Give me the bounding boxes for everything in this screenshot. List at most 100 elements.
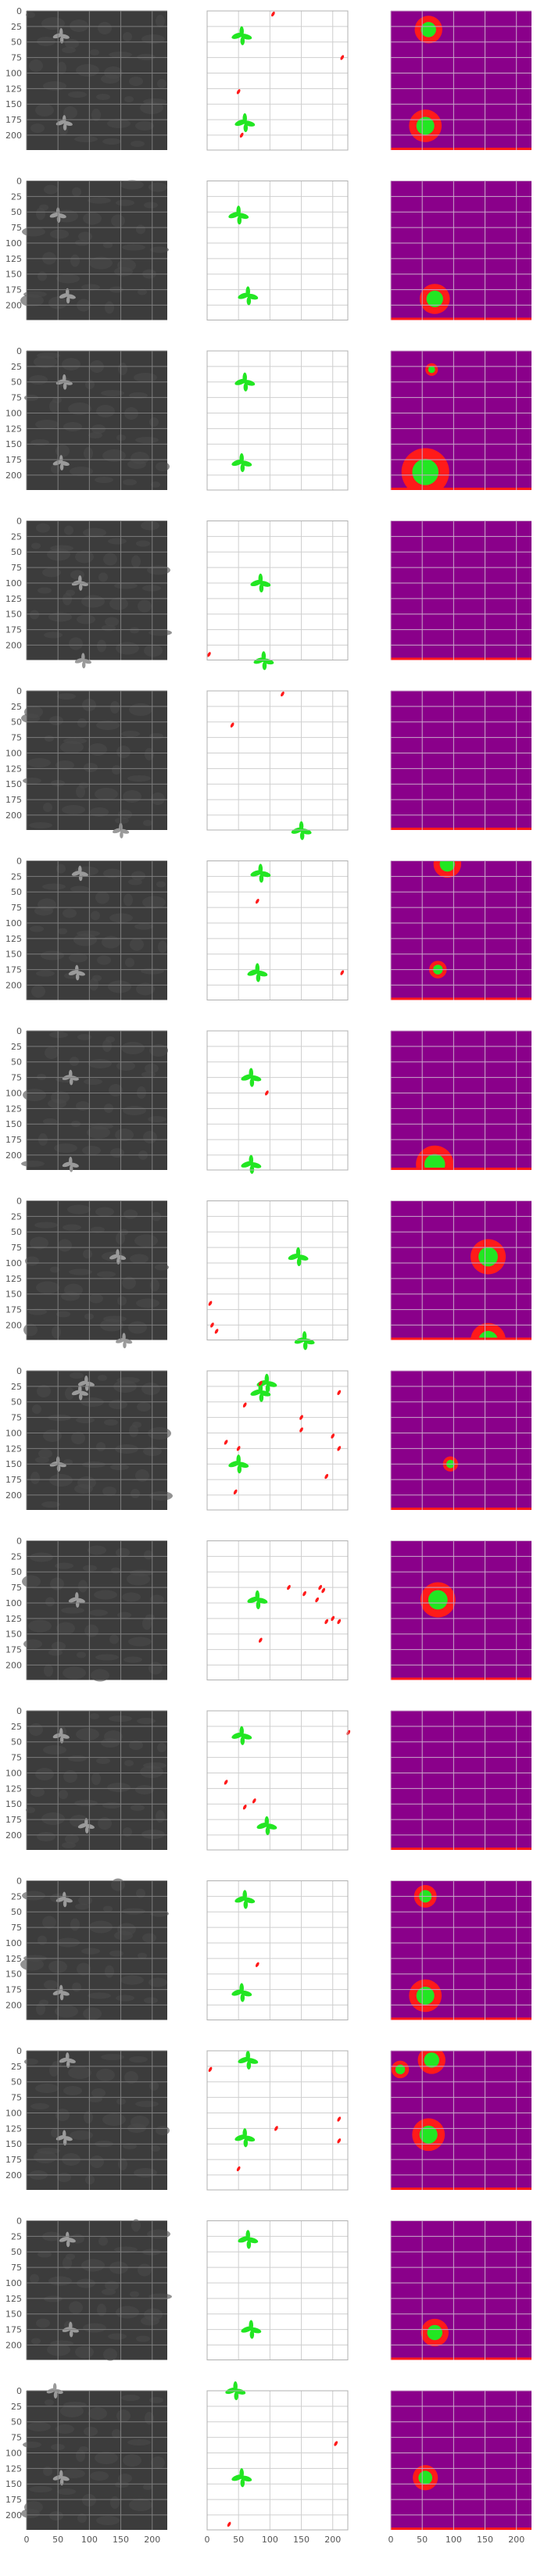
soil-texture — [130, 2291, 139, 2298]
soil-texture — [95, 1207, 114, 1217]
y-tick-label: 150 — [5, 1799, 22, 1809]
soil-texture — [63, 1666, 86, 1680]
soil-texture — [70, 1057, 79, 1066]
figure-row: 0 25 50 75 100 125 150 175 200 — [5, 1026, 531, 1174]
y-tick-label: 0 — [16, 346, 22, 356]
soil-texture — [91, 1669, 109, 1682]
x-tick-label: 150 — [113, 2535, 129, 2545]
heatmap-panel — [390, 2390, 531, 2530]
y-tick-label: 100 — [5, 1938, 22, 1948]
soil-texture — [138, 2263, 152, 2277]
soil-texture — [57, 2488, 76, 2495]
grayscale-panel — [26, 1710, 167, 1850]
soil-texture — [136, 1888, 145, 1898]
weed-mark — [340, 970, 345, 975]
soil-texture — [75, 2345, 94, 2359]
soil-texture — [57, 62, 66, 74]
y-tick-label: 100 — [5, 238, 22, 249]
soil-texture — [60, 741, 84, 753]
soil-texture — [20, 1958, 44, 1971]
soil-texture — [149, 1044, 168, 1057]
plant-mark — [250, 573, 271, 593]
soil-texture — [105, 617, 119, 627]
soil-texture — [42, 1916, 56, 1929]
figure-row: 0 25 50 75 100 125 150 175 200 0 50 100 150 200 0 50 100… — [5, 2381, 531, 2545]
soil-texture — [69, 2301, 83, 2314]
x-tick-label: 200 — [324, 2535, 341, 2545]
y-tick-label: 125 — [5, 1614, 22, 1624]
soil-texture — [49, 1032, 68, 1038]
plant-mark — [241, 1154, 262, 1174]
figure-row: 0 25 50 75 100 125 150 175 200 — [5, 1537, 531, 1682]
y-tick-label: 200 — [5, 980, 22, 990]
soil-texture — [29, 59, 43, 72]
soil-texture — [127, 460, 146, 469]
mask-panel — [206, 1200, 349, 1351]
soil-texture — [88, 432, 102, 438]
soil-texture — [116, 1547, 130, 1558]
y-tick-label: 125 — [5, 2294, 22, 2304]
soil-texture — [75, 550, 94, 564]
weed-mark — [324, 1473, 329, 1479]
soil-texture — [141, 1830, 165, 1839]
y-tick-label: 175 — [5, 1645, 22, 1655]
y-tick-label: 200 — [5, 810, 22, 821]
soil-texture — [108, 538, 127, 545]
weed-mark — [321, 1587, 326, 1594]
y-tick-label: 150 — [5, 950, 22, 960]
heatmap-panel — [390, 1880, 531, 2020]
soil-texture — [131, 1489, 140, 1498]
y-tick-label: 75 — [11, 1583, 22, 1593]
soil-texture — [108, 2333, 127, 2340]
soil-texture — [30, 2103, 49, 2109]
grayscale-panel — [23, 1200, 169, 1349]
soil-texture — [74, 1800, 98, 1806]
heatmap-panel — [390, 690, 531, 830]
soil-texture — [123, 479, 137, 485]
y-tick-label: 25 — [11, 2402, 22, 2412]
soil-texture — [96, 405, 115, 417]
y-tick-label: 100 — [5, 1428, 22, 1438]
plant-mark — [288, 1247, 309, 1267]
gray-plant — [62, 2321, 79, 2338]
soil-texture — [157, 1743, 166, 1752]
soil-texture — [37, 1832, 55, 1841]
soil-texture — [97, 1271, 116, 1278]
soil-texture — [22, 1575, 41, 1588]
y-tick-label: 125 — [5, 1104, 22, 1114]
soil-texture — [140, 1766, 163, 1778]
soil-texture — [88, 1992, 111, 1999]
soil-texture — [116, 746, 131, 758]
soil-texture — [43, 803, 52, 812]
soil-texture — [31, 985, 45, 998]
soil-texture — [137, 54, 156, 60]
soil-texture — [131, 1805, 145, 1811]
soil-texture — [144, 1997, 158, 2004]
soil-texture — [23, 2442, 41, 2448]
soil-texture — [76, 2449, 85, 2462]
soil-texture — [48, 1649, 63, 1656]
heatmap-panel — [390, 1200, 531, 1340]
weed-mark — [236, 2166, 241, 2172]
weed-mark — [258, 1380, 263, 1386]
soil-texture — [91, 2088, 106, 2098]
y-tick-label: 75 — [11, 1753, 22, 1763]
y-tick-label: 25 — [11, 1382, 22, 1392]
soil-texture — [128, 1321, 147, 1334]
soil-texture — [49, 2064, 59, 2077]
soil-texture — [116, 1995, 134, 2002]
soil-texture — [117, 1296, 127, 1306]
soil-texture — [56, 274, 80, 284]
soil-texture — [56, 1622, 75, 1635]
y-tick-label: 100 — [5, 2108, 22, 2118]
soil-texture — [88, 197, 111, 204]
soil-texture — [47, 548, 70, 561]
y-tick-label: 50 — [11, 1737, 22, 1748]
y-tick-label: 0 — [16, 857, 22, 867]
soil-texture — [76, 1728, 99, 1741]
y-tick-label: 100 — [5, 1768, 22, 1778]
soil-texture — [115, 1129, 134, 1141]
soil-texture — [107, 119, 131, 128]
y-tick-label: 125 — [5, 764, 22, 774]
y-tick-label: 175 — [5, 795, 22, 805]
